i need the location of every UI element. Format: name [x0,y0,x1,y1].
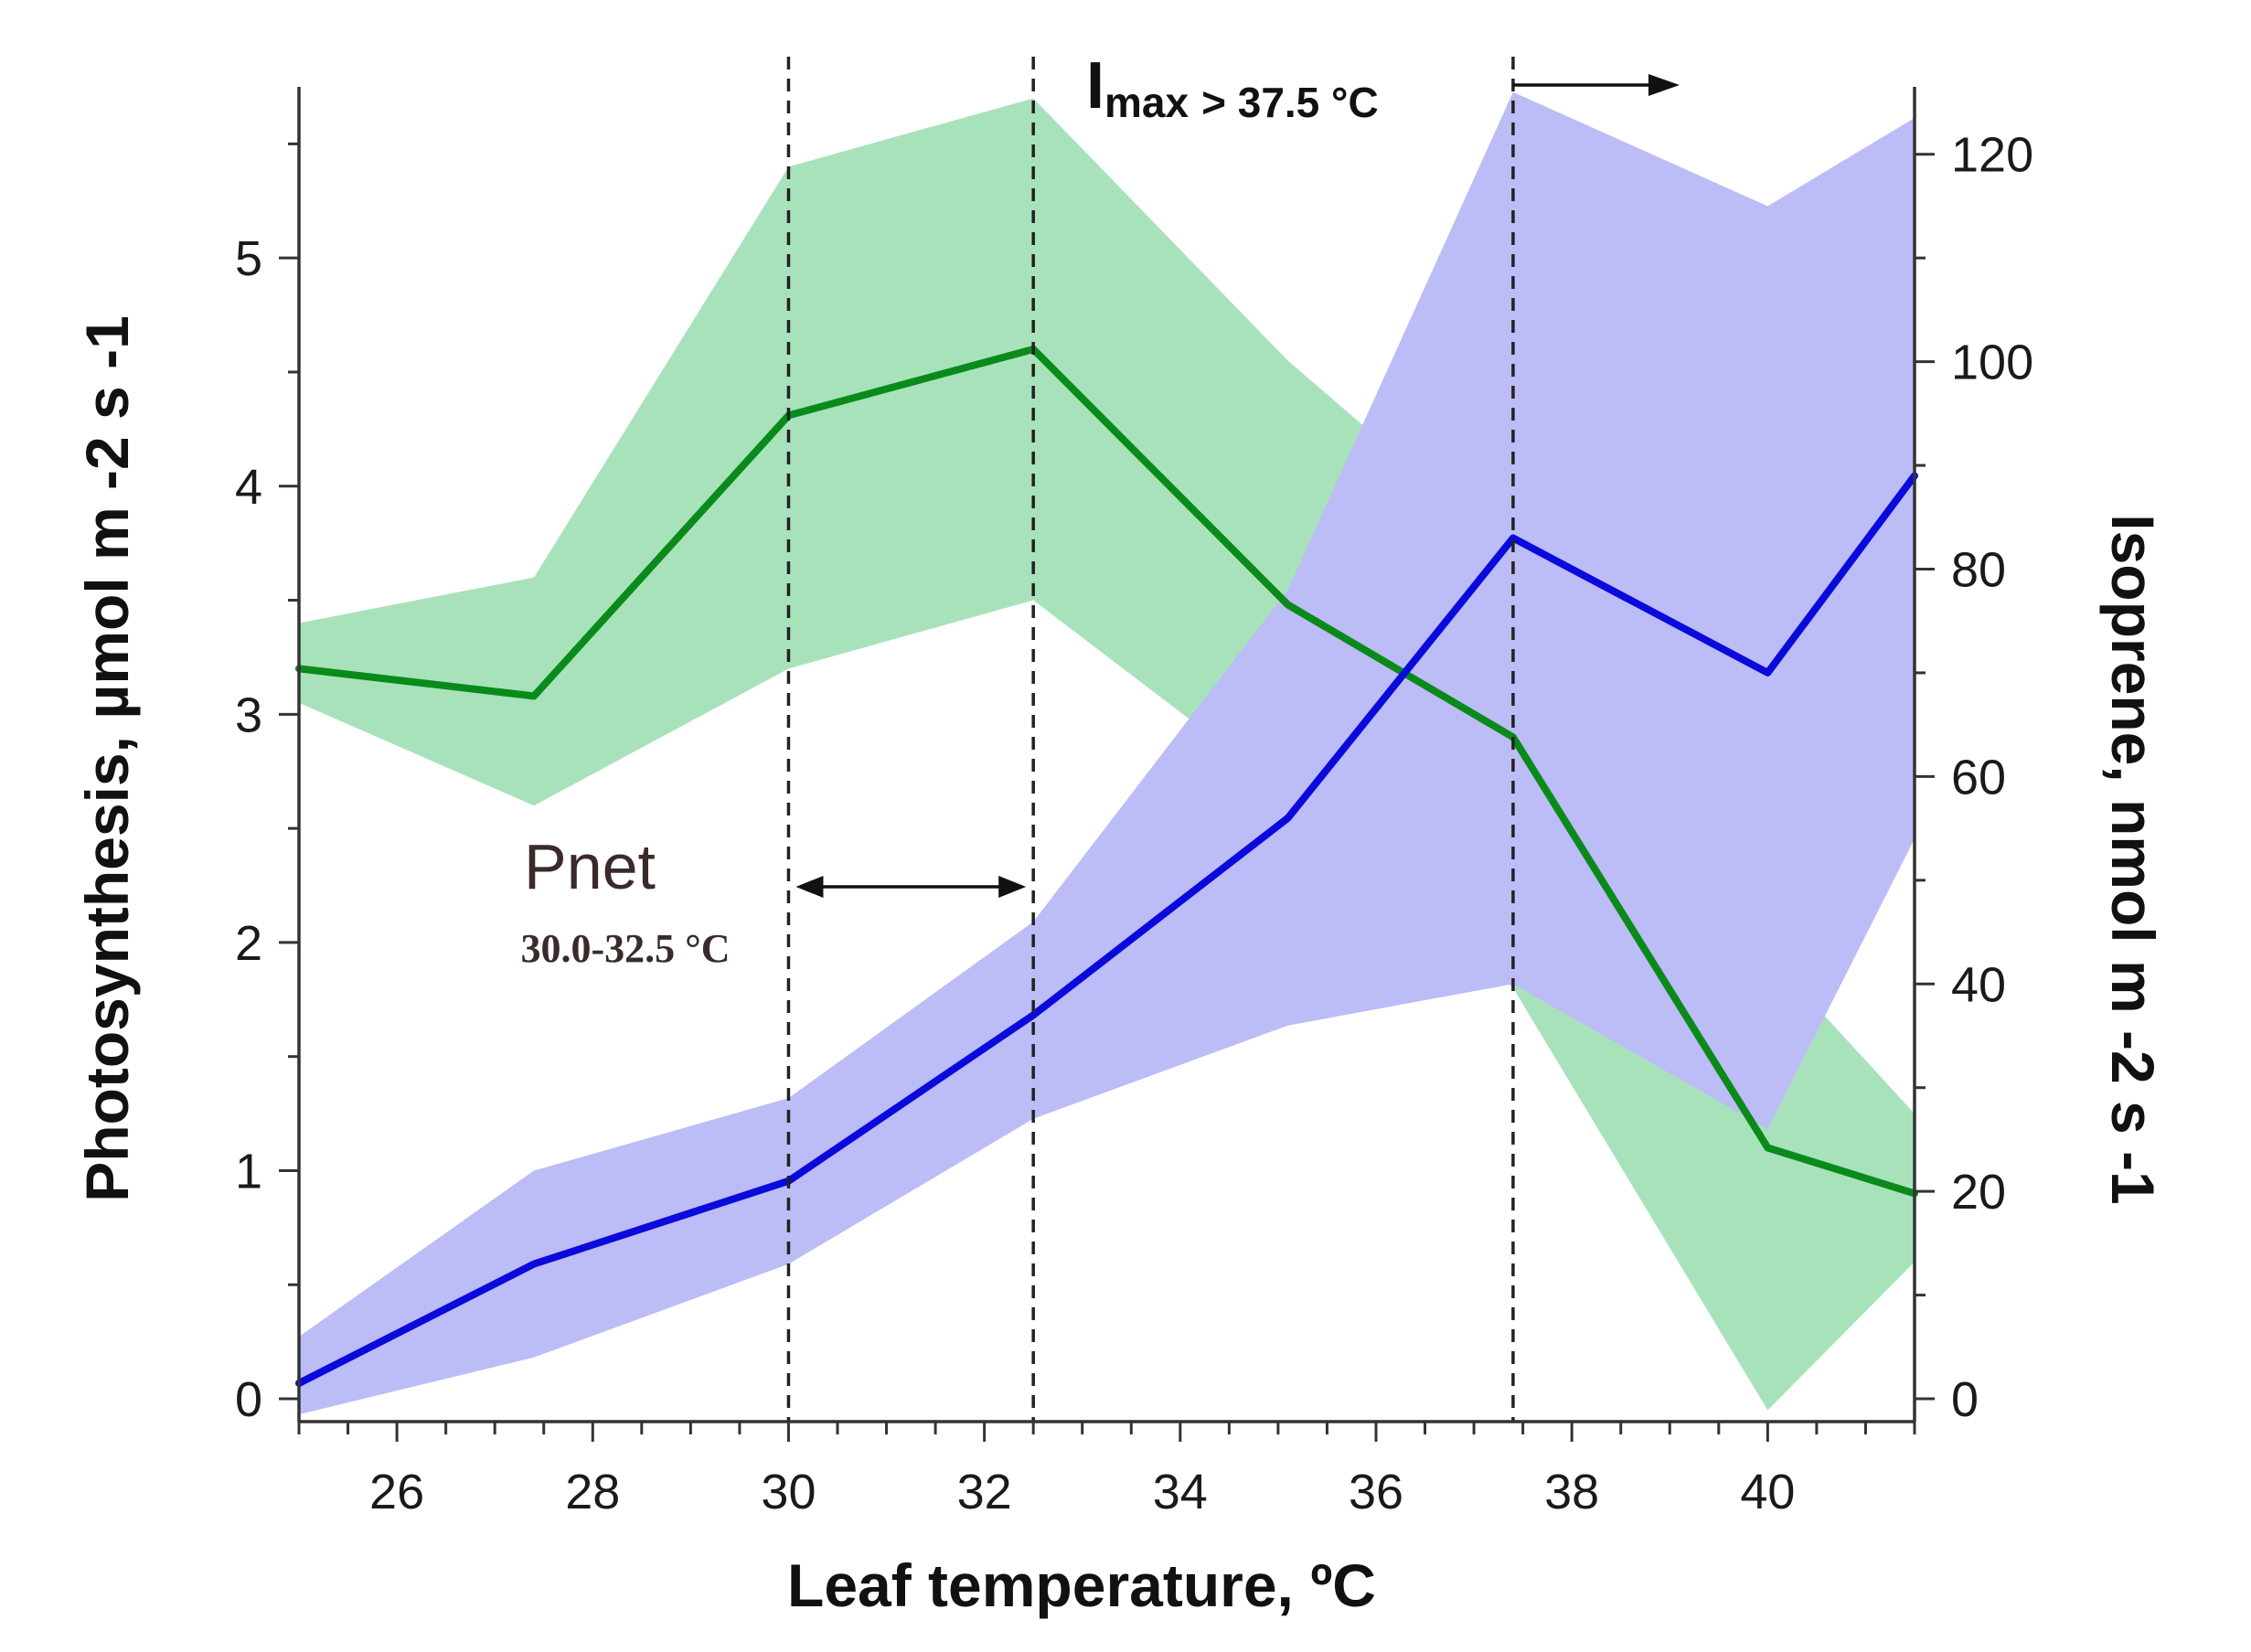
reference-dashed-lines [786,57,1515,1422]
confidence-bands [299,91,1915,1415]
right-tick-label-40: 40 [1951,957,2006,1012]
right-tick-label-120: 120 [1951,128,2033,183]
imax-subscript: max [1104,79,1189,126]
left-y-axis-title: Photosynthesis, µmol m -2 s -1 [73,315,141,1202]
pnet-arrowhead-left [795,876,824,898]
photosynthesis-line [295,346,1918,1198]
left-tick-label-3: 3 [235,687,262,742]
pnet-range-label: 30.0-32.5 °C [520,926,730,971]
series-lines [295,346,1918,1387]
right-tick-label-80: 80 [1951,543,2006,598]
left-tick-label-5: 5 [235,231,262,286]
x-tick-label-36: 36 [1349,1465,1403,1519]
x-tick-label-26: 26 [369,1465,424,1519]
x-tick-label-28: 28 [565,1465,620,1519]
pnet-label: Pnet [524,831,656,902]
x-tick-label-34: 34 [1153,1465,1208,1519]
right-tick-label-100: 100 [1951,336,2033,390]
x-tick-label-40: 40 [1740,1465,1795,1519]
photosynthesis-band [299,98,1915,1411]
imax-label: Imax > 37.5 °C [1086,49,1379,126]
left-tick-label-4: 4 [235,460,262,515]
annotation-arrows [795,74,1680,898]
imax-symbol: I [1086,49,1104,123]
x-axis-title: Leaf temperature, ºC [787,1551,1376,1619]
x-tick-label-30: 30 [761,1465,816,1519]
right-tick-label-0: 0 [1951,1372,1979,1427]
left-tick-label-2: 2 [235,916,262,971]
pnet-arrowhead-right [998,876,1027,898]
x-tick-label-38: 38 [1544,1465,1599,1519]
x-tick-label-32: 32 [957,1465,1012,1519]
imax-threshold: > 37.5 °C [1201,79,1379,126]
right-tick-label-60: 60 [1951,750,2006,805]
left-tick-label-1: 1 [235,1144,262,1199]
imax-arrowhead [1648,74,1680,96]
right-y-axis-title: Isoprene, nmol m -2 s -1 [2099,514,2167,1205]
isoprene-band [299,91,1915,1415]
isoprene-line [295,472,1918,1387]
left-tick-label-0: 0 [235,1372,262,1427]
axes [279,87,1935,1442]
right-tick-label-20: 20 [1951,1165,2006,1220]
